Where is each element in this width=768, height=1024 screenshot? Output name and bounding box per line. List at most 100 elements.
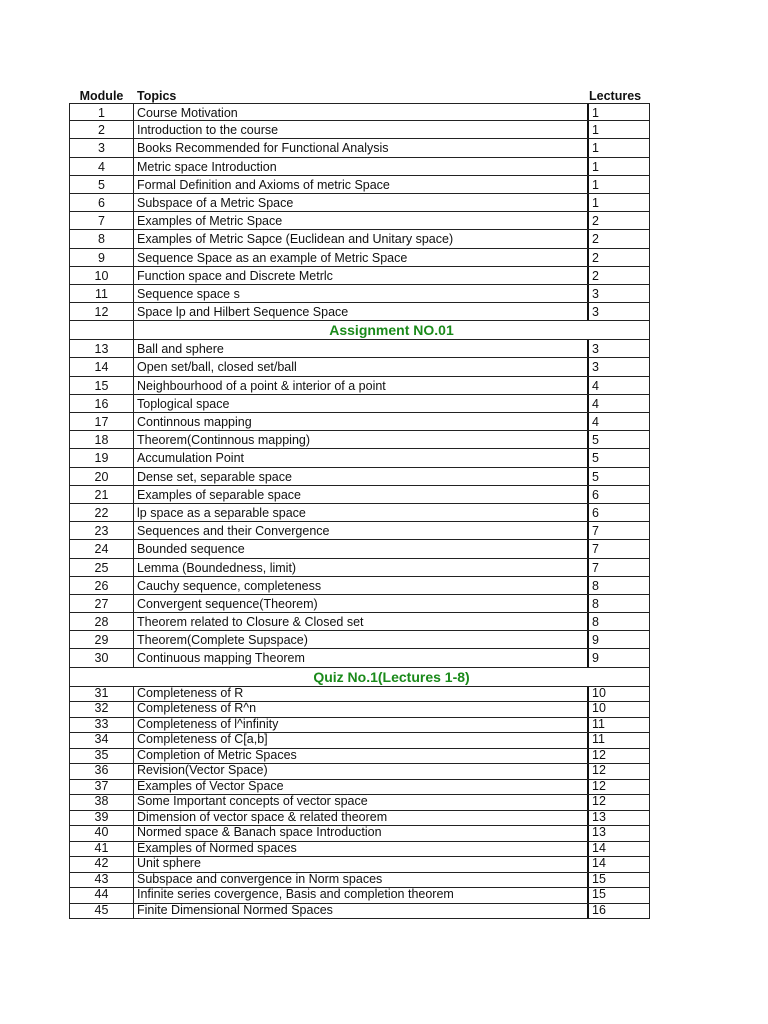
topic-cell: Normed space & Banach space Introduction: [137, 826, 382, 840]
lectures-cell: 15: [587, 872, 650, 888]
table-row: 44 Infinite series covergence, Basis and …: [69, 888, 650, 904]
table-row: 22 lp space as a separable space 6: [69, 503, 650, 523]
module-cell: 21: [69, 485, 134, 503]
module-cell: 10: [69, 266, 134, 284]
lectures-cell: 3: [587, 303, 650, 321]
table-row: 19 Accumulation Point 5: [69, 449, 650, 468]
lectures-cell: 9: [587, 631, 650, 649]
table-row: 15 Neighbourhood of a point & interior of…: [69, 376, 650, 395]
module-cell: 9: [69, 248, 134, 266]
topic-cell: Completeness of l^infinity: [137, 717, 279, 731]
topic-cell: Examples of Normed spaces: [137, 841, 297, 855]
topic-cell: Subspace of a Metric Space: [137, 195, 294, 210]
topic-cell: Infinite series covergence, Basis and co…: [137, 888, 454, 902]
module-cell: 26: [69, 576, 134, 594]
topic-cell: Space lp and Hilbert Sequence Space: [137, 305, 349, 320]
topic-cell: Formal Definition and Axioms of metric S…: [137, 177, 390, 192]
module-cell: 35: [69, 748, 134, 764]
topic-cell: Examples of Metric Space: [137, 214, 283, 229]
topic-cell: Theorem(Continnous mapping): [137, 433, 311, 448]
module-cell: 23: [69, 522, 134, 540]
table-row: 40 Normed space & Banach space Introducti…: [69, 826, 650, 842]
lectures-cell: 10: [587, 702, 650, 717]
topic-cell: Function space and Discrete Metrlc: [137, 268, 333, 283]
table-row: 13 Ball and sphere 3: [69, 340, 650, 359]
lectures-cell: 8: [587, 576, 650, 594]
module-cell: 5: [69, 175, 134, 193]
table-row: 42 Unit sphere 14: [69, 857, 650, 873]
topic-cell: Continuous mapping Theorem: [137, 651, 305, 666]
table-row: 25 Lemma (Boundedness, limit) 7: [69, 558, 650, 577]
module-cell: 31: [69, 686, 134, 702]
section-2: 13 Ball and sphere 3 14 Open set/ball, close…: [69, 340, 650, 668]
table-row: 17 Continnous mapping 4: [69, 413, 650, 432]
lectures-cell: 4: [587, 413, 650, 431]
lectures-cell: 1: [587, 157, 650, 175]
lectures-cell: 9: [587, 649, 650, 667]
topic-cell: Unit sphere: [137, 857, 201, 871]
lectures-cell: 15: [587, 888, 650, 903]
module-cell: 41: [69, 841, 134, 857]
topic-cell: Dense set, separable space: [137, 469, 292, 484]
module-cell: 17: [69, 413, 134, 431]
lectures-cell: 13: [587, 826, 650, 841]
module-cell: 33: [69, 717, 134, 733]
table-row: 29 Theorem(Complete Supspace) 9: [69, 631, 650, 650]
lectures-cell: 3: [587, 284, 650, 303]
lectures-cell: 14: [587, 857, 650, 872]
lectures-cell: 6: [587, 485, 650, 503]
empty-cell: [69, 667, 134, 686]
module-cell: 43: [69, 872, 134, 888]
lectures-cell: 11: [587, 717, 650, 733]
table-row: 24 Bounded sequence 7: [69, 540, 650, 559]
module-cell: 28: [69, 613, 134, 631]
table-row: 39 Dimension of vector space & related th…: [69, 810, 650, 827]
lectures-cell: 12: [587, 764, 650, 779]
header-module: Module: [79, 89, 124, 103]
section-1: 1 Course Motivation 1 2 Introduction to the …: [69, 103, 650, 322]
table-row: 28 Theorem related to Closure & Closed se…: [69, 613, 650, 632]
module-cell: 14: [69, 358, 134, 376]
table-row: 16 Toplogical space 4: [69, 394, 650, 413]
module-cell: 32: [69, 702, 134, 717]
table-row: 18 Theorem(Continnous mapping) 5: [69, 431, 650, 450]
module-cell: 7: [69, 212, 134, 230]
table-row: 8 Examples of Metric Sapce (Euclidean and…: [69, 230, 650, 249]
lectures-cell: 5: [587, 431, 650, 449]
module-cell: 15: [69, 376, 134, 394]
module-cell: 30: [69, 649, 134, 667]
lectures-cell: 14: [587, 841, 650, 857]
lectures-cell: 1: [587, 104, 650, 121]
topic-cell: Examples of separable space: [137, 487, 301, 502]
header-row: Module Topics Lectures: [69, 84, 650, 103]
table-row: 23 Sequences and their Convergence 7: [69, 522, 650, 541]
lectures-cell: 3: [587, 358, 650, 376]
module-cell: 42: [69, 857, 134, 872]
topic-cell: Neighbourhood of a point & interior of a…: [137, 378, 386, 393]
assignment-label: Assignment NO.01: [134, 321, 650, 340]
module-cell: 1: [69, 104, 134, 121]
table-row: 33 Completeness of l^infinity 11: [69, 717, 650, 734]
lectures-cell: 5: [587, 467, 650, 485]
topic-cell: Ball and sphere: [137, 342, 224, 357]
lectures-cell: 2: [587, 230, 650, 248]
module-cell: 38: [69, 795, 134, 810]
table-row: 9 Sequence Space as an example of Metric …: [69, 248, 650, 267]
topic-cell: Theorem(Complete Supspace): [137, 633, 308, 648]
module-cell: 40: [69, 826, 134, 841]
topic-cell: Continnous mapping: [137, 415, 252, 429]
table-row: 37 Examples of Vector Space 12: [69, 779, 650, 796]
lectures-cell: 12: [587, 779, 650, 795]
header-lectures: Lectures: [589, 89, 642, 103]
topic-cell: Revision(Vector Space): [137, 764, 268, 778]
lectures-cell: 16: [587, 903, 650, 919]
lectures-cell: 12: [587, 748, 650, 764]
course-schedule-table: Module Topics Lectures 1 Course Motivatio…: [69, 84, 650, 920]
lectures-cell: 1: [587, 193, 650, 212]
empty-cell: [69, 321, 134, 340]
table-row: 21 Examples of separable space 6: [69, 485, 650, 504]
table-row: 30 Continuous mapping Theorem 9: [69, 649, 650, 668]
topic-cell: Examples of Metric Sapce (Euclidean and …: [137, 232, 454, 247]
lectures-cell: 12: [587, 795, 650, 810]
lectures-cell: 1: [587, 139, 650, 157]
